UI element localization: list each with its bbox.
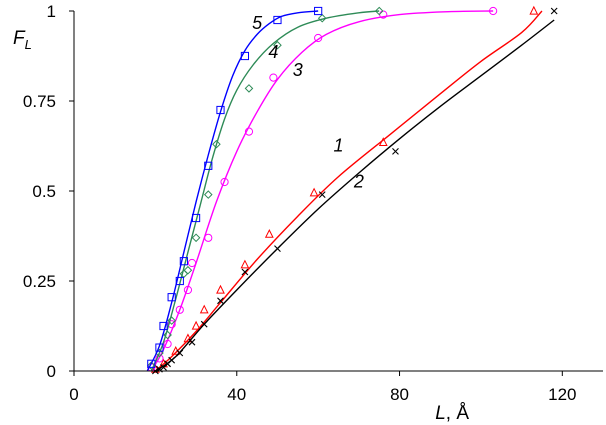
data-point — [392, 148, 399, 155]
series-5 — [146, 6, 323, 372]
series-3 — [147, 6, 498, 372]
curve-label-5: 5 — [252, 13, 263, 33]
data-point — [168, 356, 176, 364]
data-point — [199, 304, 209, 314]
series-line-3 — [150, 10, 494, 372]
series-1 — [150, 5, 543, 373]
y-tick-label: 0.25 — [23, 272, 56, 291]
curve-label-2: 2 — [353, 171, 364, 191]
series-2 — [151, 7, 558, 375]
data-point — [217, 297, 224, 305]
data-point — [191, 233, 201, 243]
x-tick-label: 120 — [548, 385, 576, 404]
x-axis-title: L, Å — [435, 403, 469, 424]
x-tick-label: 80 — [390, 385, 409, 404]
data-point — [187, 258, 197, 268]
data-point — [220, 177, 229, 187]
data-point — [163, 330, 172, 340]
data-point — [175, 276, 184, 286]
axes: 0 40 80 120 0 0.25 0.5 0.75 1 — [23, 2, 603, 404]
series-line-4 — [150, 10, 380, 372]
data-point — [191, 213, 201, 223]
data-point — [167, 316, 176, 325]
data-point — [155, 343, 164, 352]
curve-label-4: 4 — [268, 42, 278, 62]
data-point — [163, 339, 172, 349]
data-point — [273, 15, 282, 25]
plot-area — [146, 5, 558, 375]
curve-label-3: 3 — [293, 60, 303, 80]
data-point — [183, 285, 193, 295]
data-point — [240, 259, 250, 269]
data-point — [216, 284, 225, 294]
data-point — [176, 349, 184, 357]
y-axis-var: F — [13, 28, 26, 49]
x-axis-var: L — [435, 403, 446, 424]
data-point — [175, 305, 184, 314]
data-point — [489, 6, 498, 16]
data-point — [167, 320, 176, 329]
data-point — [183, 265, 193, 275]
data-point — [204, 233, 213, 242]
y-tick-label: 1 — [47, 2, 56, 21]
y-axis-title: FL — [13, 28, 32, 52]
data-point — [147, 361, 156, 370]
data-point — [244, 84, 254, 93]
data-point — [550, 7, 558, 15]
data-point — [200, 320, 208, 328]
x-axis-unit: , Å — [446, 403, 470, 424]
data-point — [216, 105, 225, 115]
data-point — [203, 190, 213, 199]
y-tick-label: 0 — [47, 362, 56, 381]
data-point — [147, 359, 156, 368]
data-point — [244, 127, 254, 136]
data-point — [314, 33, 323, 43]
data-point — [204, 161, 213, 170]
data-point — [159, 321, 168, 331]
series-4 — [147, 6, 384, 372]
data-point — [212, 139, 221, 149]
data-point — [309, 187, 319, 197]
data-point — [274, 245, 281, 252]
data-point — [273, 40, 282, 50]
data-point — [264, 228, 274, 238]
data-point — [269, 73, 278, 82]
curve-label-1: 1 — [333, 135, 343, 155]
series-line-1 — [154, 10, 543, 372]
data-point — [318, 191, 326, 198]
series-line-2 — [154, 19, 555, 372]
x-tick-label: 0 — [69, 385, 78, 404]
y-tick-label: 0.75 — [23, 92, 56, 111]
data-point — [241, 268, 249, 276]
y-tick-label: 0.5 — [32, 182, 56, 201]
data-point — [183, 333, 193, 343]
data-point — [529, 5, 539, 15]
data-point — [378, 137, 388, 146]
y-axis-sub: L — [25, 37, 32, 52]
data-point — [179, 257, 188, 266]
data-point — [191, 320, 201, 330]
data-point — [314, 6, 323, 16]
x-tick-label: 40 — [227, 385, 246, 404]
data-point — [374, 6, 384, 16]
data-point — [167, 293, 176, 302]
data-point — [317, 13, 327, 23]
data-point — [155, 354, 164, 363]
data-point — [188, 338, 196, 346]
curve-labels: 12 345 — [252, 13, 364, 191]
data-point — [240, 51, 250, 61]
